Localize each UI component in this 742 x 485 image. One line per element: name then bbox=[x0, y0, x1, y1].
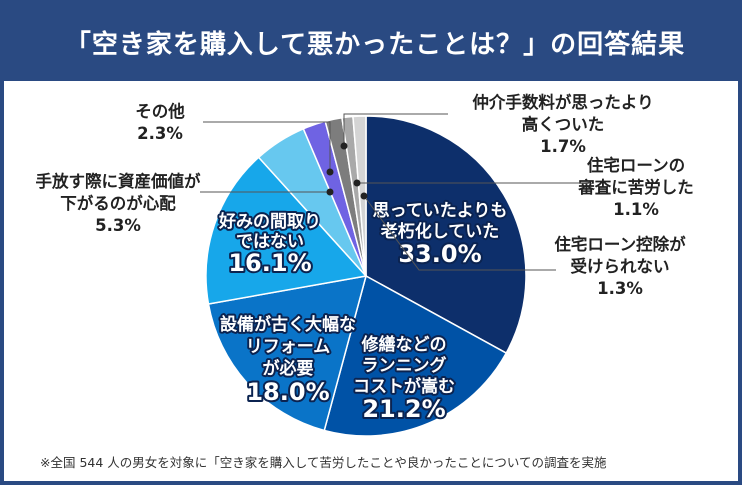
leader-dot-8 bbox=[353, 179, 361, 187]
leader-dot-7 bbox=[340, 142, 348, 150]
outside-value-8: 1.1% bbox=[613, 200, 659, 219]
slice-label-4-line-2: ではない bbox=[236, 232, 304, 252]
outside-label-9-line-2: 受けられない bbox=[571, 256, 670, 276]
footnote: ※全国 544 人の男女を対象に「空き家を購入して苦労したことや良かったことにつ… bbox=[40, 455, 607, 470]
slice-label-4-line-1: 好みの間取り bbox=[218, 211, 321, 232]
title-bar: 「空き家を購入して悪かったことは？」の回答結果 bbox=[4, 4, 742, 81]
slice-label-3-line-1: 設備が古く大幅な bbox=[220, 314, 356, 335]
outside-label-8-line-1: 住宅ローンの bbox=[587, 155, 685, 175]
leader-line-9 bbox=[363, 195, 556, 271]
leader-dot-5 bbox=[326, 188, 334, 196]
outside-label-5-line-2: 下がるのが心配 bbox=[60, 193, 176, 213]
leader-dot-6 bbox=[326, 168, 334, 176]
slice-value-4: 16.1% bbox=[228, 249, 311, 277]
pie-slice-9 bbox=[352, 115, 367, 277]
outside-value-7: 1.7% bbox=[540, 137, 586, 156]
outside-label-7-line-1: 仲介手数料が思ったより bbox=[472, 92, 653, 112]
leader-line-7 bbox=[343, 113, 448, 146]
slice-value-3: 18.0% bbox=[246, 378, 329, 406]
slice-label-1-line-1: 思っていたよりも bbox=[373, 201, 508, 221]
slice-label-2-line-2: ランニング bbox=[362, 355, 447, 376]
outside-value-5: 5.3% bbox=[95, 216, 141, 235]
pie-slice-1 bbox=[365, 115, 527, 355]
slice-value-2: 21.2% bbox=[362, 395, 445, 423]
outside-label-7-line-2: 高くついた bbox=[522, 114, 605, 134]
outside-value-6: 2.3% bbox=[137, 124, 183, 143]
leader-dot-9 bbox=[360, 192, 368, 200]
chart-title: 「空き家を購入して悪かったことは？」の回答結果 bbox=[64, 30, 686, 60]
pie-slice-3 bbox=[207, 275, 368, 432]
slice-label-1-line-2: 老朽化していた bbox=[380, 221, 500, 242]
slice-label-2-line-3: コストが嵩む bbox=[353, 376, 455, 397]
outside-label-8-line-2: 審査に苦労した bbox=[577, 177, 694, 197]
outside-label-6-line-1: その他 bbox=[135, 101, 185, 121]
slice-label-3-line-3: が必要 bbox=[263, 358, 314, 379]
slice-value-1: 33.0% bbox=[398, 240, 481, 268]
outside-value-9: 1.3% bbox=[597, 279, 643, 298]
outside-label-9-line-1: 住宅ローン控除が bbox=[554, 234, 686, 254]
pie-slice-2 bbox=[323, 274, 508, 437]
slice-label-3-line-2: リフォーム bbox=[246, 337, 331, 357]
slice-label-2-line-1: 修繕などの bbox=[361, 334, 447, 355]
pie-slice-4 bbox=[205, 156, 368, 305]
outside-label-5-line-1: 手放す際に資産価値が bbox=[36, 171, 202, 191]
leader-line-6 bbox=[203, 121, 331, 172]
